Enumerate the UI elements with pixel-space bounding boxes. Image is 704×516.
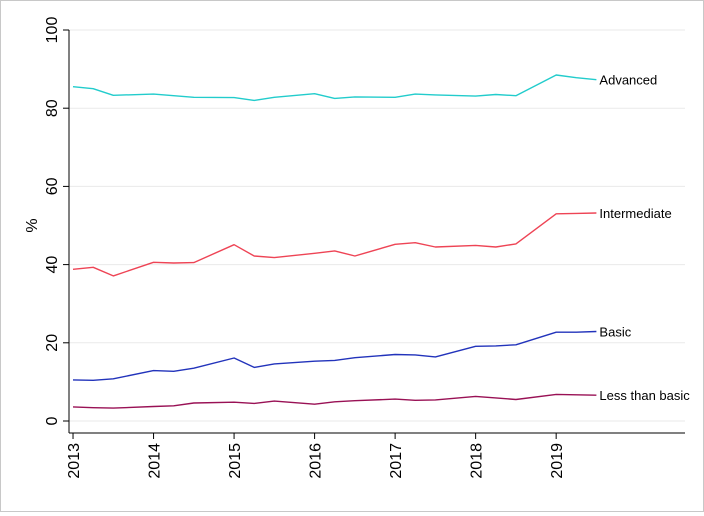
y-tick-label-0: 0 [44, 416, 61, 425]
x-tick-label-2017: 2017 [388, 443, 405, 479]
y-tick-label-80: 80 [44, 99, 61, 117]
x-tick-label-2015: 2015 [227, 443, 244, 479]
y-tick-label-60: 60 [44, 177, 61, 195]
series-line-less-than-basic [72, 393, 597, 409]
series-label-advanced: Advanced [599, 73, 657, 88]
series-line-basic [72, 330, 597, 381]
x-tick-label-2019: 2019 [549, 443, 566, 479]
y-tick-label-40: 40 [44, 256, 61, 274]
x-tick-label-2018: 2018 [469, 443, 486, 479]
series-label-basic: Basic [599, 324, 631, 339]
y-tick-label-20: 20 [44, 334, 61, 352]
series-line-advanced [72, 74, 597, 102]
series-labels: Advanced Intermediate Basic Less than basic [599, 73, 690, 404]
series-line-intermediate [72, 212, 597, 277]
series-lines [72, 74, 597, 409]
y-tick-label-100: 100 [44, 17, 61, 44]
series-label-less-than-basic: Less than basic [599, 388, 690, 403]
axes: 0 20 40 60 80 100 2013 2014 2015 2016 2017 2018 2019 [44, 17, 685, 479]
y-axis-label: % [24, 218, 41, 232]
x-tick-label-2016: 2016 [308, 443, 325, 479]
x-tick-label-2013: 2013 [66, 443, 83, 479]
series-label-intermediate: Intermediate [599, 206, 671, 221]
grid-lines [69, 29, 685, 422]
x-tick-label-2014: 2014 [147, 443, 164, 479]
